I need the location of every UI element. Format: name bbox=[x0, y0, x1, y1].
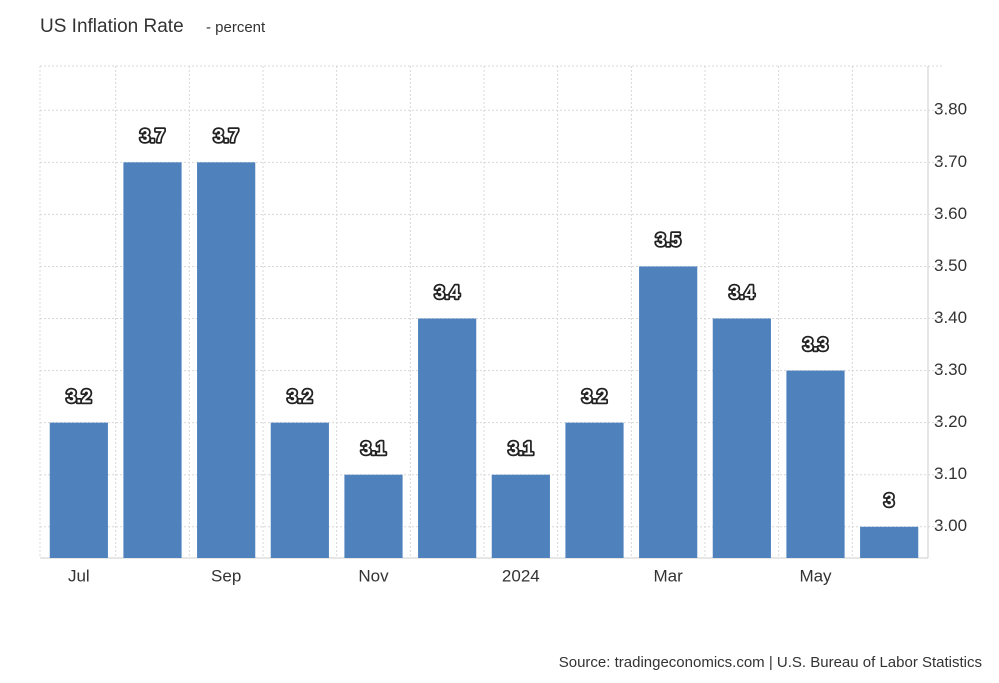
y-tick-label: 3.10 bbox=[934, 464, 967, 483]
x-tick-label: Mar bbox=[654, 566, 684, 585]
bar bbox=[639, 266, 698, 558]
value-label: 3.2 bbox=[66, 386, 91, 406]
y-tick-label: 3.30 bbox=[934, 360, 967, 379]
y-tick-label: 3.50 bbox=[934, 256, 967, 275]
value-label: 3.2 bbox=[582, 386, 607, 406]
bar bbox=[344, 474, 403, 558]
bar bbox=[712, 318, 771, 558]
value-label: 3 bbox=[884, 491, 894, 511]
value-label: 3.7 bbox=[140, 126, 165, 146]
bar bbox=[197, 162, 256, 559]
x-tick-label: Jul bbox=[68, 566, 90, 585]
value-label: 3.4 bbox=[435, 282, 460, 302]
value-label: 3.2 bbox=[287, 386, 312, 406]
bar bbox=[860, 526, 919, 558]
chart-title: US Inflation Rate bbox=[40, 16, 184, 37]
y-tick-label: 3.80 bbox=[934, 100, 967, 119]
value-label: 3.4 bbox=[729, 282, 754, 302]
x-tick-label: Nov bbox=[358, 566, 389, 585]
x-tick-label: May bbox=[799, 566, 832, 585]
value-label: 3.3 bbox=[803, 334, 828, 354]
value-label: 3.5 bbox=[656, 230, 681, 250]
value-label: 3.1 bbox=[508, 438, 533, 458]
value-label: 3.7 bbox=[214, 126, 239, 146]
bar bbox=[123, 162, 182, 559]
y-tick-label: 3.40 bbox=[934, 308, 967, 327]
bar bbox=[786, 370, 845, 558]
bar bbox=[491, 474, 550, 558]
y-tick-label: 3.00 bbox=[934, 516, 967, 535]
bar bbox=[418, 318, 477, 558]
y-tick-label: 3.60 bbox=[934, 204, 967, 223]
chart-subtitle: - percent bbox=[206, 19, 266, 36]
x-tick-label: Sep bbox=[211, 566, 241, 585]
bar bbox=[565, 422, 624, 558]
bar bbox=[49, 422, 108, 558]
y-tick-label: 3.20 bbox=[934, 412, 967, 431]
x-tick-label: 2024 bbox=[502, 566, 540, 585]
source: Source: tradingeconomics.com | U.S. Bure… bbox=[559, 654, 982, 671]
bar bbox=[270, 422, 329, 558]
value-label: 3.1 bbox=[361, 438, 386, 458]
y-tick-label: 3.70 bbox=[934, 152, 967, 171]
